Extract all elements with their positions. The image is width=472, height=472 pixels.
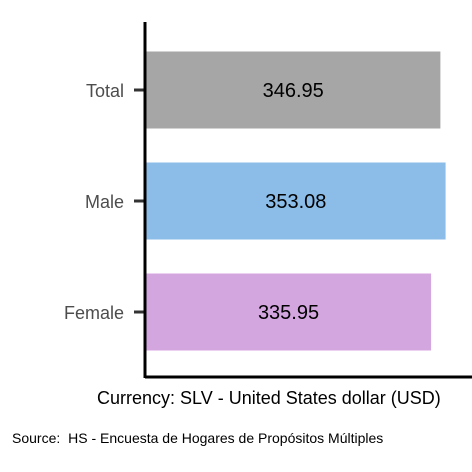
y-tick-label-female: Female: [64, 303, 124, 323]
y-ticks-layer: Total Male Female: [64, 81, 145, 323]
source-note: Source: HS - Encuesta de Hogares de Prop…: [12, 430, 383, 446]
data-labels-layer: 346.95 353.08 335.95: [258, 80, 326, 324]
y-tick-label-male: Male: [85, 192, 124, 212]
y-tick-label-total: Total: [86, 81, 124, 101]
bar-female: [146, 273, 432, 351]
bars-layer: [146, 51, 446, 351]
source-text: HS - Encuesta de Hogares de Propósitos M…: [68, 430, 384, 446]
x-axis-label: Currency: SLV - United States dollar (US…: [97, 388, 441, 408]
bar-total: [146, 51, 441, 129]
bar-male: [146, 162, 446, 240]
source-prefix: Source:: [12, 430, 61, 446]
data-label-total: 346.95: [263, 80, 324, 102]
data-label-female: 335.95: [258, 302, 319, 324]
data-label-male: 353.08: [265, 191, 326, 213]
